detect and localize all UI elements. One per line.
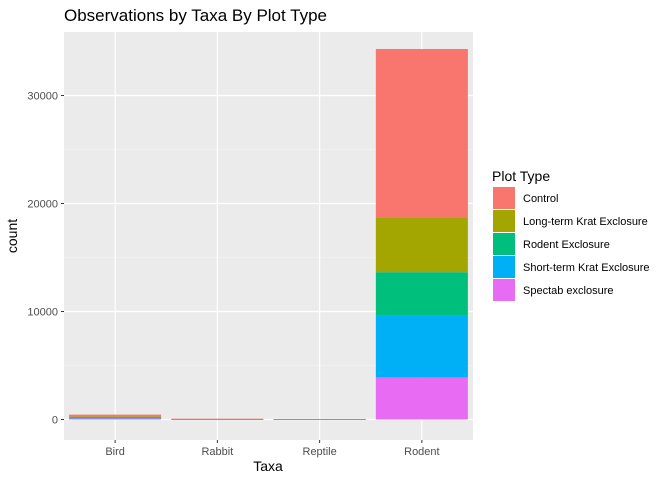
y-tick-label: 0: [52, 415, 58, 427]
y-tick-label: 20000: [27, 199, 58, 211]
x-tick-label: Rodent: [404, 446, 439, 458]
legend-label: Spectab exclosure: [523, 285, 614, 297]
legend-key: [493, 279, 515, 301]
x-tick-label: Rabbit: [201, 446, 233, 458]
legend-label: Control: [523, 193, 558, 205]
bar-segment: [375, 217, 468, 273]
bar-segment: [375, 272, 468, 316]
legend-label: Long-term Krat Exclosure: [523, 216, 648, 228]
bar-segment: [69, 414, 162, 417]
x-tick-label: Bird: [105, 446, 125, 458]
legend-key: [493, 210, 515, 232]
bar-segment: [69, 418, 162, 420]
legend-key: [493, 256, 515, 278]
bar-segment: [375, 48, 468, 218]
bar-segment: [69, 417, 162, 419]
bar-segment: [69, 417, 162, 418]
y-tick-label: 30000: [27, 91, 58, 103]
y-axis-title: count: [4, 219, 20, 253]
x-axis-title: Taxa: [253, 458, 283, 474]
chart-title: Observations by Taxa By Plot Type: [64, 6, 327, 25]
legend-items: Control Long-term Krat Exclosure Rodent Ex…: [493, 187, 650, 301]
y-axis-ticks: 0 10000 20000 30000: [27, 91, 64, 427]
bar-segment: [273, 419, 366, 420]
bar-segment: [171, 419, 264, 420]
legend-key: [493, 233, 515, 255]
y-tick-label: 10000: [27, 307, 58, 319]
x-axis-ticks: Bird Rabbit Reptile Rodent: [105, 440, 440, 458]
bar-segment: [375, 315, 468, 378]
legend: Plot Type Control Long-term Krat Exclosur…: [492, 168, 650, 301]
bar-segment: [171, 418, 264, 420]
legend-key: [493, 187, 515, 209]
legend-label: Rodent Exclosure: [523, 239, 610, 251]
legend-label: Short-term Krat Exclosure: [523, 262, 650, 274]
bar-segment: [69, 416, 162, 418]
bar-segment: [375, 377, 468, 420]
x-tick-label: Reptile: [303, 446, 337, 458]
legend-title: Plot Type: [492, 168, 550, 184]
bars: [69, 48, 468, 420]
